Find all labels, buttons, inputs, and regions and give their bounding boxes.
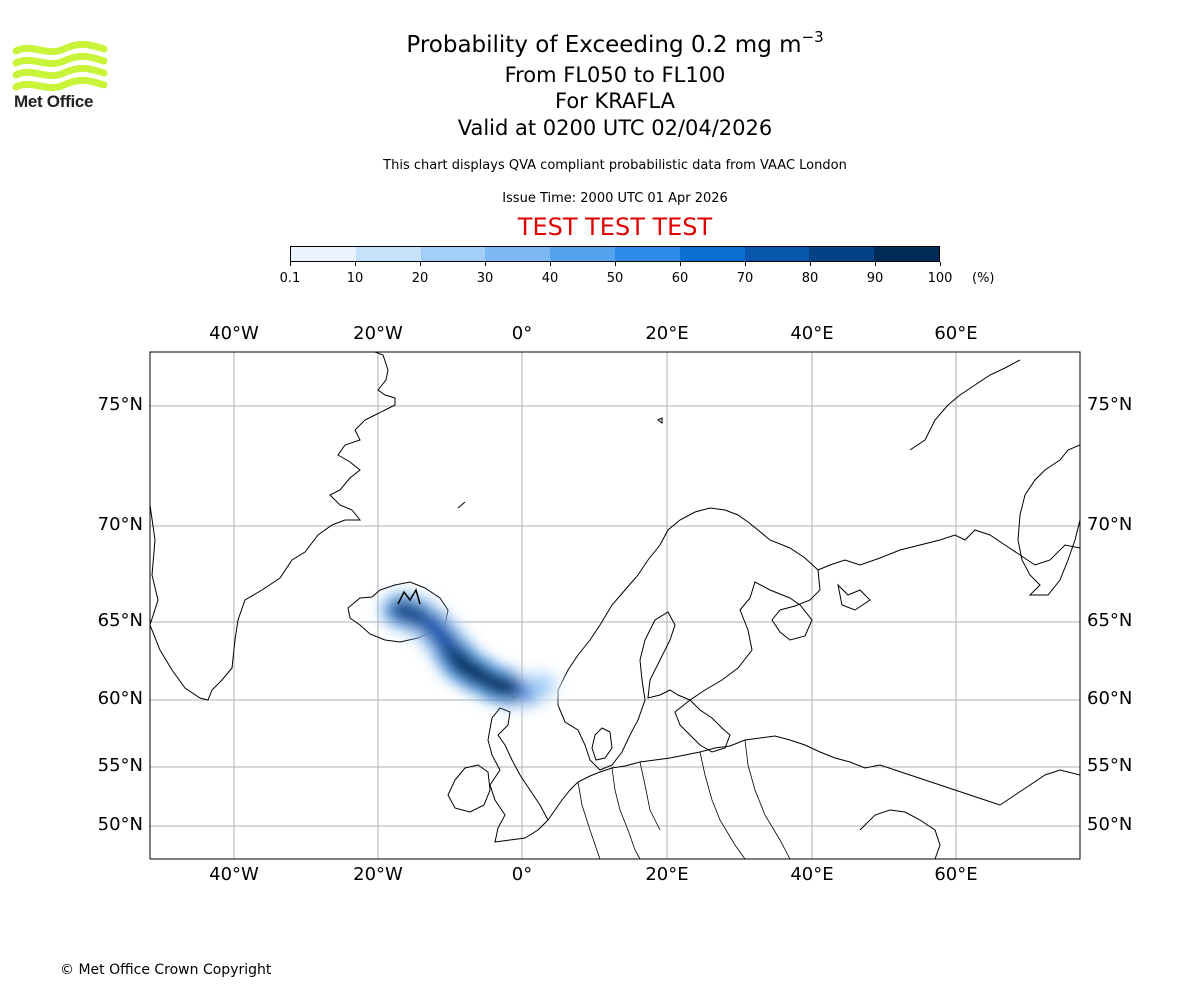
latitude-label-left: 70°N [97, 514, 143, 535]
latitude-label-right: 65°N [1087, 610, 1133, 631]
coastline-baltic [674, 699, 731, 753]
colorbar-segment [679, 247, 745, 261]
coastline-bear-island [657, 417, 663, 424]
longitude-label-bottom: 20°E [645, 864, 689, 885]
coastline-franz-josef [909, 359, 1021, 451]
colorbar-tick [420, 262, 421, 266]
coastline-russia-north [817, 529, 1080, 571]
copyright-notice: © Met Office Crown Copyright [60, 962, 272, 978]
colorbar-tick [485, 262, 486, 266]
colorbar-tick-label: 60 [671, 271, 689, 286]
colorbar-tick [355, 262, 356, 266]
flight-level-range: From FL050 to FL100 [504, 63, 726, 87]
latitude-label-right: 55°N [1087, 755, 1133, 776]
colorbar-tick-label: 10 [346, 271, 364, 286]
colorbar-tick-label: 70 [736, 271, 754, 286]
longitude-label-bottom: 60°E [934, 864, 978, 885]
colorbar-tick-label: 90 [866, 271, 884, 286]
map-background [150, 352, 1080, 859]
colorbar-segment [614, 247, 680, 261]
colorbar-tick-label: 100 [927, 271, 953, 286]
coastline-caspian [859, 809, 941, 859]
coastline-jan-mayen [457, 501, 466, 509]
colorbar-segment [485, 247, 551, 261]
ash-plume [380, 592, 563, 709]
latitude-label-left: 50°N [97, 814, 143, 835]
issue-time: Issue Time: 2000 UTC 01 Apr 2026 [502, 191, 728, 206]
longitude-label-top: 60°E [934, 323, 978, 344]
colorbar-tick [680, 262, 681, 266]
colorbar-segment [874, 247, 939, 261]
colorbar-tick-label: 40 [541, 271, 559, 286]
colorbar-segment [355, 247, 421, 261]
colorbar-tick [550, 262, 551, 266]
colorbar-unit: (%) [972, 271, 995, 286]
chart-title: Probability of Exceeding 0.2 mg m−3 [0, 28, 1200, 58]
latitude-label-left: 65°N [97, 610, 143, 631]
logo-waves [12, 40, 108, 92]
latitude-label-right: 50°N [1087, 814, 1133, 835]
colorbar-tick-label: 20 [411, 271, 429, 286]
map-frame [149, 351, 1081, 860]
data-note: This chart displays QVA compliant probab… [383, 158, 847, 173]
coastline-denmark [591, 727, 613, 761]
colorbar-tick [745, 262, 746, 266]
colorbar-tick-label: 0.1 [279, 271, 301, 286]
colorbar-segment [809, 247, 875, 261]
coastline-great-britain [487, 707, 549, 843]
latitude-label-left: 60°N [97, 688, 143, 709]
colorbar-segment [420, 247, 486, 261]
coastline-greenland [150, 352, 396, 701]
volcano-name: For KRAFLA [555, 89, 675, 113]
colorbar-segment [744, 247, 810, 261]
valid-time: Valid at 0200 UTC 02/04/2026 [457, 116, 773, 140]
longitude-label-bottom: 0° [511, 864, 533, 885]
plume-probability-cell [526, 674, 555, 697]
gridlines [150, 352, 1080, 859]
longitude-label-bottom: 20°W [353, 864, 403, 885]
colorbar-tick-label: 80 [801, 271, 819, 286]
colorbar-tick [940, 262, 941, 266]
colorbar-tick [875, 262, 876, 266]
coastline-white-sea [837, 583, 871, 611]
latitude-label-left: 75°N [97, 394, 143, 415]
coastline-ireland [447, 764, 491, 813]
met-office-logo-icon [12, 40, 108, 92]
latitude-label-right: 75°N [1087, 394, 1133, 415]
longitude-label-top: 40°E [790, 323, 834, 344]
latitude-label-right: 60°N [1087, 688, 1133, 709]
coastline-novaya-zemlya [1017, 444, 1080, 596]
chart-title-text: Probability of Exceeding 0.2 mg m [406, 32, 802, 58]
met-office-wordmark: Met Office [14, 92, 94, 111]
colorbar-tick [615, 262, 616, 266]
longitude-label-top: 40°W [209, 323, 259, 344]
colorbar-tick-label: 50 [606, 271, 624, 286]
test-banner: TEST TEST TEST [517, 213, 713, 241]
longitude-label-bottom: 40°E [790, 864, 834, 885]
colorbar [290, 246, 940, 262]
longitude-label-top: 20°W [353, 323, 403, 344]
colorbar-segment [550, 247, 615, 261]
volcano-marker-icon [397, 588, 421, 605]
longitude-label-bottom: 40°W [209, 864, 259, 885]
longitude-label-top: 20°E [645, 323, 689, 344]
colorbar-tick [290, 262, 291, 266]
coastline-western-europe [547, 735, 1080, 821]
chart-title-exponent: −3 [801, 28, 824, 46]
coastline-norway-sweden-finland [557, 507, 821, 771]
colorbar-tick-label: 30 [476, 271, 494, 286]
borders-central-europe [577, 739, 791, 859]
latitude-label-right: 70°N [1087, 514, 1133, 535]
latitude-label-left: 55°N [97, 755, 143, 776]
longitude-label-top: 0° [511, 323, 533, 344]
colorbar-tick [810, 262, 811, 266]
colorbar-segment [291, 247, 356, 261]
